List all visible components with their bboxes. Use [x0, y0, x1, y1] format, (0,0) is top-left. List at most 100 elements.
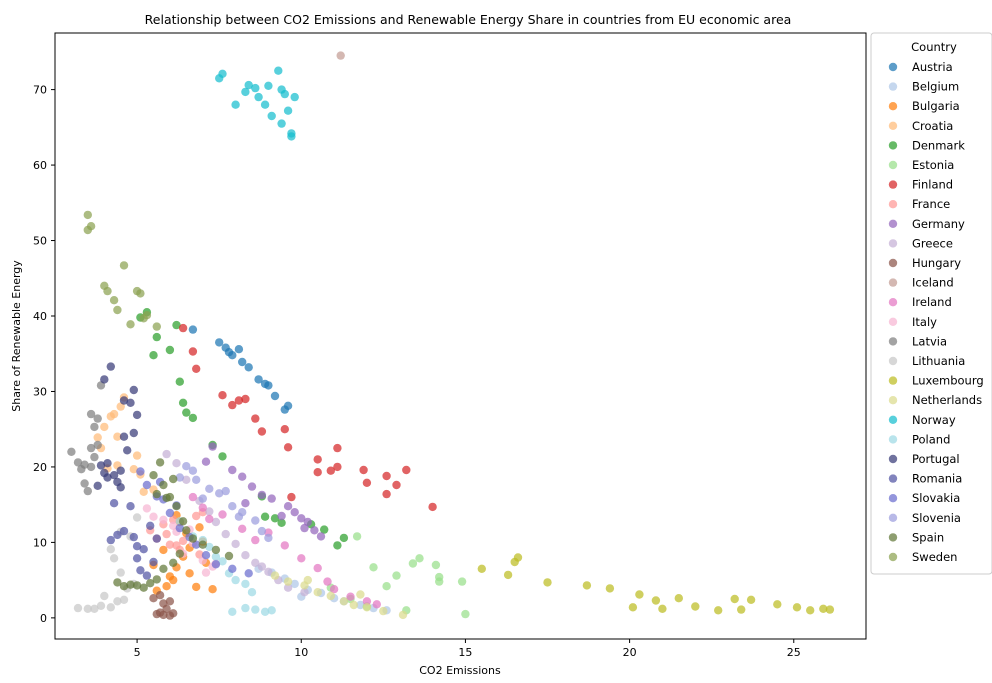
data-point	[244, 569, 253, 578]
legend-label: Greece	[912, 236, 953, 250]
data-point	[73, 603, 83, 613]
legend-item-luxembourg: Luxembourg	[888, 374, 984, 388]
data-point	[270, 571, 280, 580]
data-point	[339, 533, 349, 543]
data-point	[218, 557, 227, 566]
data-point	[247, 482, 257, 491]
data-point	[211, 545, 221, 555]
legend-item-belgium: Belgium	[888, 80, 959, 94]
data-point	[264, 81, 273, 91]
legend-marker	[888, 180, 898, 189]
data-point	[260, 100, 270, 109]
legend-item-romania: Romania	[888, 472, 962, 486]
legend-box	[870, 32, 992, 575]
data-point	[264, 533, 273, 543]
data-point	[100, 422, 109, 432]
series-romania	[106, 499, 161, 580]
data-point	[169, 609, 178, 618]
legend-item-bulgaria: Bulgaria	[888, 99, 960, 113]
data-point	[96, 461, 106, 470]
legend-marker	[888, 121, 898, 130]
data-point	[280, 425, 289, 434]
data-point	[806, 606, 815, 615]
data-point	[290, 508, 299, 517]
series-spain	[113, 458, 234, 592]
data-point	[819, 604, 828, 613]
data-point	[136, 467, 145, 476]
data-point	[205, 542, 214, 552]
data-point	[195, 523, 204, 532]
data-point	[172, 320, 181, 330]
data-point	[126, 502, 135, 511]
legend-label: France	[912, 197, 950, 211]
data-point	[477, 564, 486, 573]
series-estonia	[326, 532, 470, 619]
data-point	[205, 514, 214, 524]
data-point	[254, 92, 263, 102]
data-point	[287, 129, 296, 138]
data-point	[287, 492, 296, 502]
data-point	[333, 443, 342, 453]
x-tick-label: 20	[623, 646, 637, 659]
data-point	[129, 428, 138, 438]
series-finland	[178, 323, 437, 512]
data-point	[234, 512, 244, 521]
data-point	[283, 583, 293, 592]
legend-label: Belgium	[912, 80, 959, 94]
series-iceland	[336, 51, 345, 60]
y-axis: 0 10 20 30 40 50 60 70	[33, 84, 55, 625]
x-tick-label: 15	[458, 646, 472, 659]
data-point	[257, 562, 267, 571]
data-point	[201, 551, 211, 560]
data-point	[159, 599, 168, 608]
data-point	[402, 465, 411, 475]
legend-marker	[888, 258, 898, 268]
legend-marker	[888, 298, 898, 307]
data-point	[379, 606, 388, 616]
data-point	[277, 511, 286, 521]
data-point	[152, 322, 161, 331]
data-point	[116, 568, 125, 577]
data-point	[283, 577, 293, 586]
data-point	[241, 603, 250, 613]
data-point	[178, 323, 188, 333]
data-point	[142, 504, 152, 513]
data-point	[392, 571, 401, 580]
data-point	[205, 507, 214, 516]
data-point	[773, 600, 782, 609]
data-point	[336, 51, 345, 60]
y-tick-label: 30	[33, 385, 47, 398]
data-point	[300, 588, 309, 597]
data-point	[178, 517, 188, 526]
data-point	[175, 473, 184, 482]
data-point	[155, 591, 165, 600]
data-point	[714, 606, 723, 615]
data-point	[218, 391, 227, 400]
data-point	[503, 570, 513, 580]
data-point	[132, 451, 142, 460]
data-point	[244, 80, 253, 90]
data-point	[165, 345, 175, 355]
legend-label: Lithuania	[912, 354, 965, 368]
data-point	[113, 477, 122, 487]
data-point	[149, 471, 158, 480]
legend-label: Netherlands	[912, 393, 982, 407]
data-point	[280, 89, 289, 99]
data-point	[165, 508, 175, 518]
series-netherlands	[270, 571, 408, 620]
legend: Country Austria Belgium Bulgaria Croatia Den…	[870, 32, 992, 575]
series-slovenia	[175, 462, 273, 543]
data-point	[228, 465, 237, 475]
legend-marker	[888, 278, 898, 287]
data-point	[224, 551, 234, 561]
data-point	[155, 458, 165, 467]
data-point	[139, 545, 148, 554]
series-greece	[162, 449, 309, 597]
data-point	[192, 364, 201, 373]
data-point	[205, 484, 214, 493]
data-point	[136, 566, 145, 575]
data-point	[165, 597, 175, 606]
plot-area-frame	[54, 32, 867, 640]
data-point	[136, 289, 145, 298]
data-point	[132, 581, 142, 590]
